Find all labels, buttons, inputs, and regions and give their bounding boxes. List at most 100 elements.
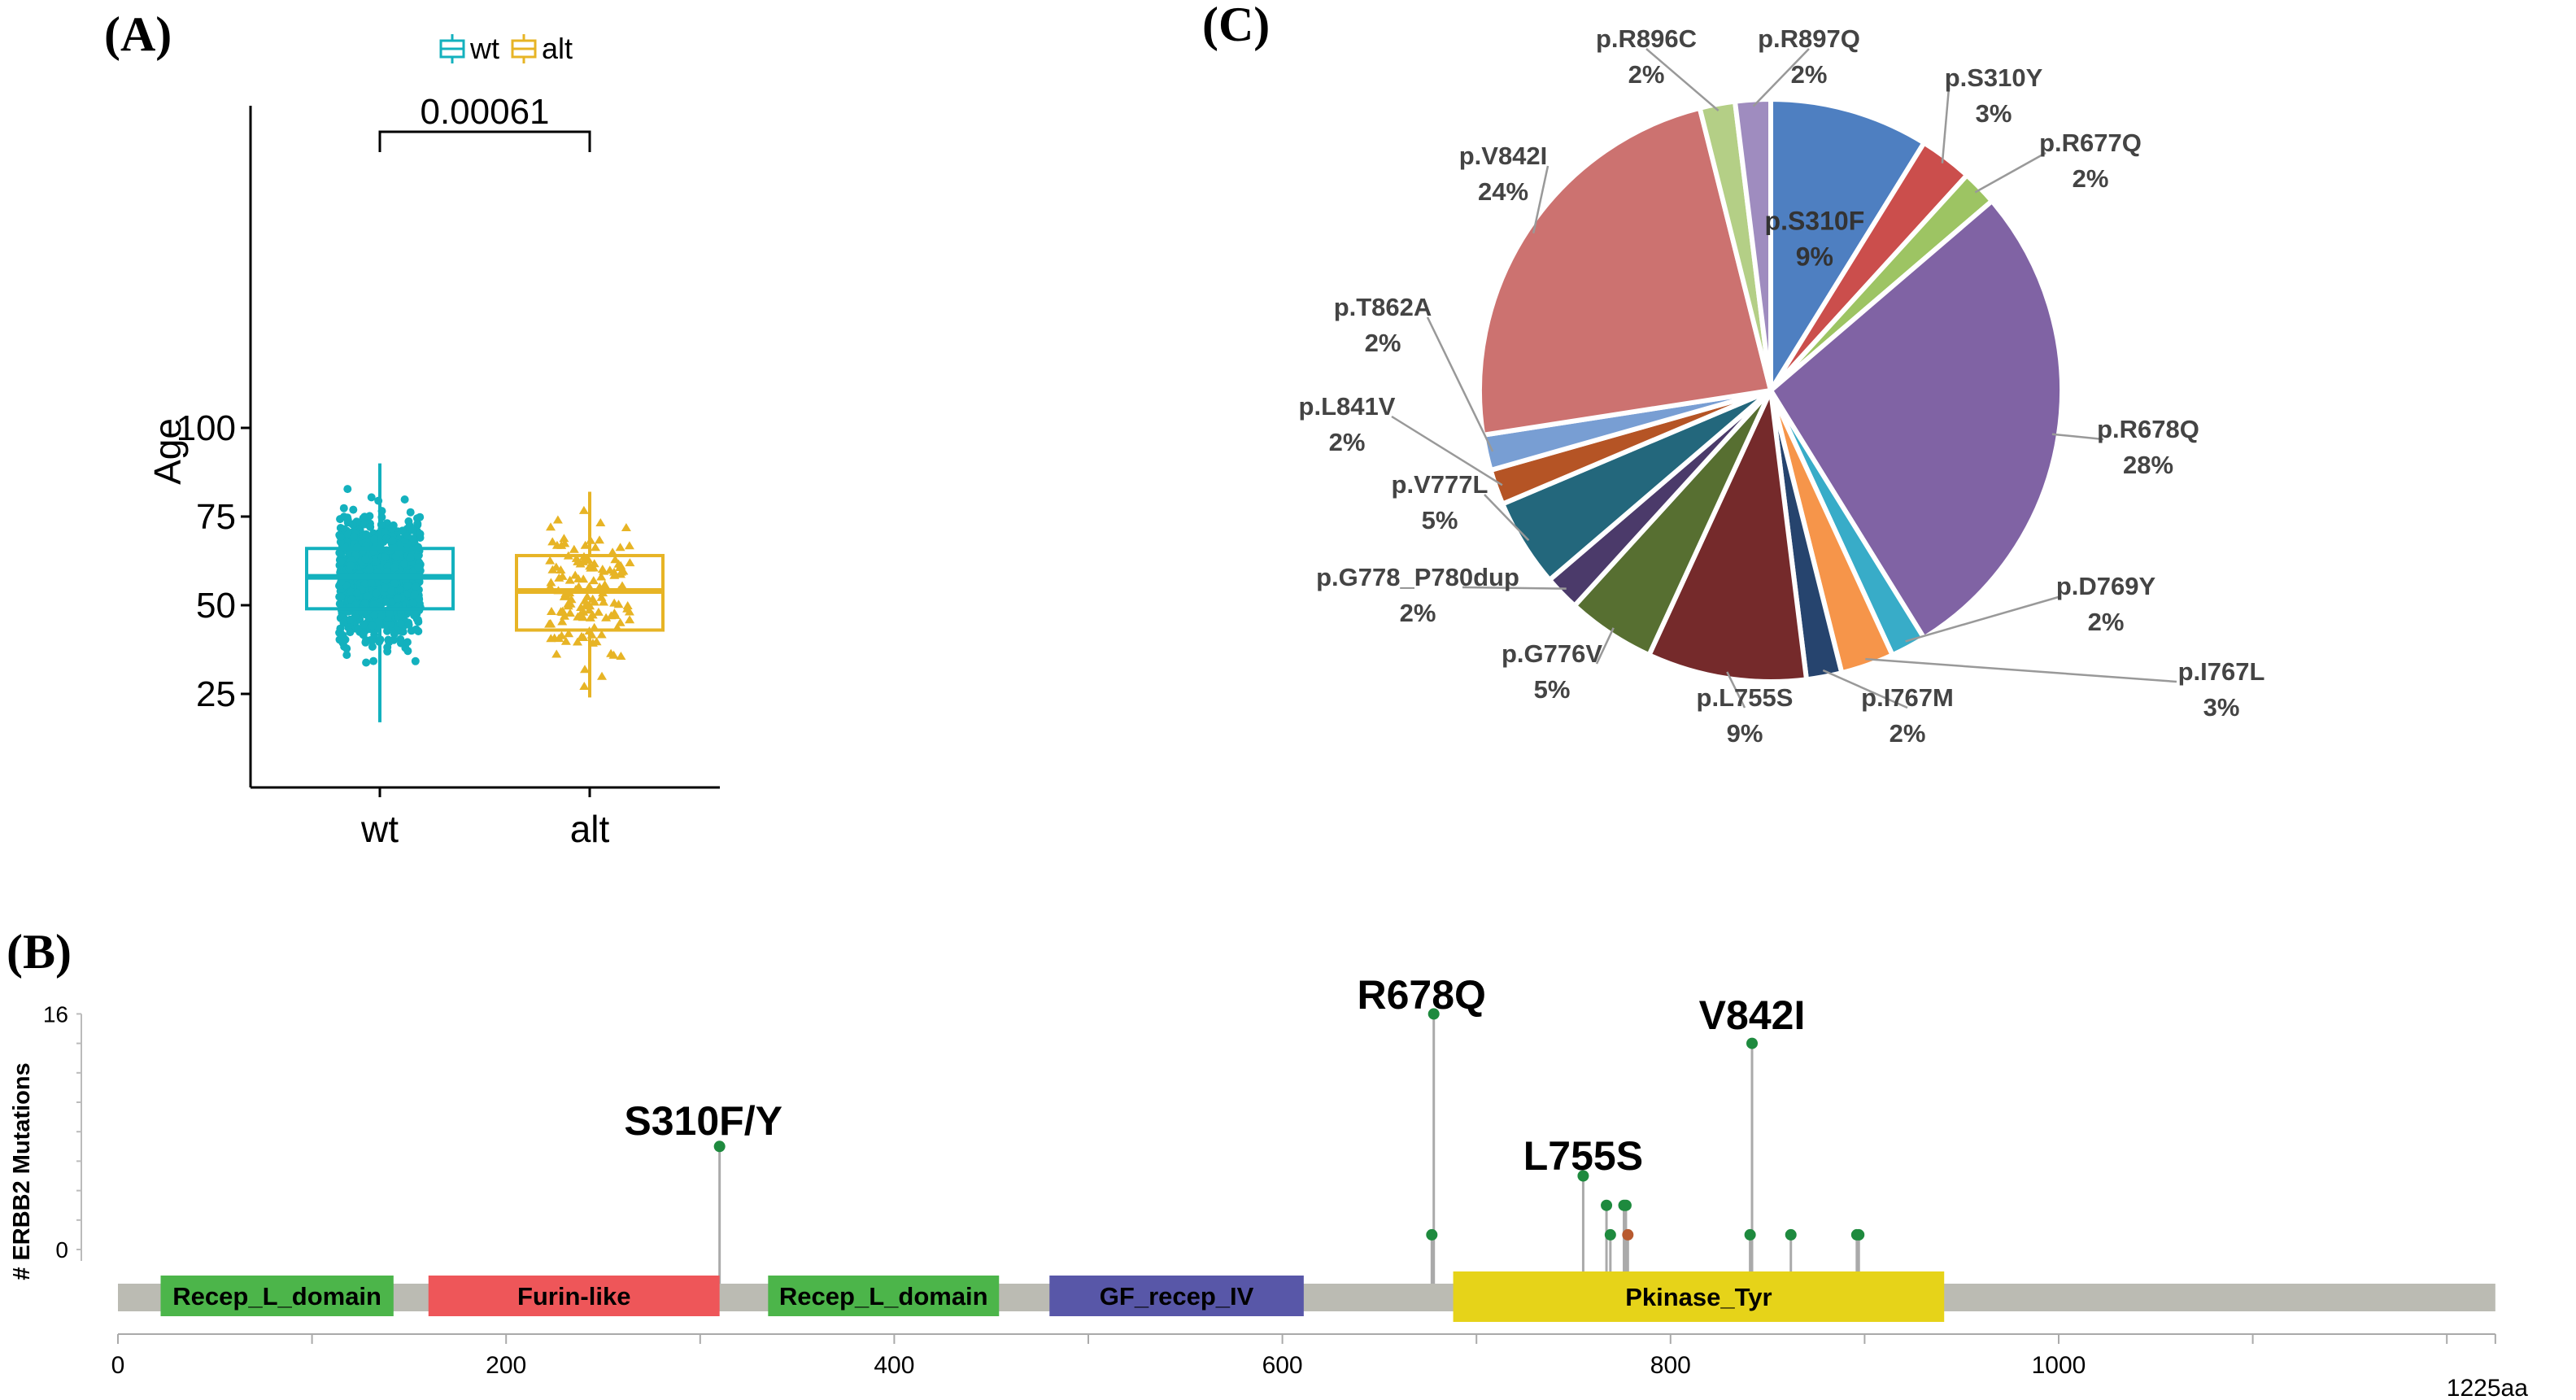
domain-label: GF_recep_IV: [1100, 1282, 1254, 1311]
annotation-s310f-y: S310F/Y: [624, 1098, 782, 1144]
jitter-point-alt: [625, 615, 635, 624]
domain-gf_recep_iv: [1049, 1276, 1304, 1316]
slice-label: p.R677Q: [2039, 129, 2142, 157]
leader-line: [1974, 151, 2046, 194]
jitter-point-wt: [361, 638, 370, 647]
leader-line: [1595, 627, 1615, 665]
jitter-point-alt: [579, 682, 590, 690]
jitter-point-alt: [596, 572, 607, 581]
jitter-point-alt: [576, 603, 586, 611]
slice-percent: 2%: [1329, 428, 1366, 456]
jitter-point-alt: [563, 599, 573, 608]
jitter-point-wt: [343, 485, 352, 494]
jitter-point-wt: [412, 582, 421, 591]
y-tick-label: 25: [196, 674, 236, 714]
jitter-point-alt: [595, 535, 604, 544]
jitter-point-alt: [546, 522, 556, 531]
jitter-point-alt: [545, 556, 556, 565]
slice-percent: 2%: [1400, 599, 1436, 627]
jitter-point-alt: [610, 555, 621, 564]
jitter-point-alt: [591, 543, 600, 552]
slice-label: p.R897Q: [1758, 24, 1860, 53]
lollipop-panel: # ERBB2 Mutations 16 0 Recep_L_domain Furi…: [9, 972, 2528, 1400]
jitter-point-alt: [551, 540, 562, 549]
jitter-point-wt: [367, 579, 376, 587]
mutation-head: [1577, 1170, 1589, 1182]
p-value-label: 0.00061: [420, 92, 549, 132]
jitter-point-wt: [360, 620, 368, 629]
jitter-point-wt: [381, 583, 390, 592]
jitter-point-alt: [557, 608, 568, 616]
jitter-point-alt: [622, 601, 633, 609]
jitter-point-alt: [573, 612, 583, 621]
x-tick-label: 600: [1262, 1352, 1303, 1379]
jitter-point-alt: [625, 558, 635, 567]
annotation-l755s: L755S: [1523, 1133, 1643, 1179]
jitter-point-wt: [399, 560, 408, 568]
slice-label: p.L841V: [1299, 392, 1396, 421]
slice-percent: 2%: [2088, 608, 2125, 636]
slice-percent: 5%: [1422, 506, 1458, 534]
leader-line: [2051, 433, 2104, 441]
jitter-point-wt: [408, 526, 417, 534]
jitter-point-alt: [551, 562, 561, 571]
mutation-head: [1622, 1228, 1634, 1241]
jitter-point-wt: [359, 630, 368, 639]
jitter-point-wt: [387, 587, 396, 595]
jitter-point-wt: [400, 495, 409, 504]
domain-pkinase_tyr: [1453, 1271, 1945, 1322]
leader-line: [1726, 671, 1746, 709]
leader-line: [1941, 87, 1951, 164]
jitter-point-alt: [609, 570, 620, 579]
jitter-point-wt: [352, 589, 361, 597]
jitter-point-wt: [411, 656, 420, 665]
mutation-head: [1426, 1228, 1438, 1241]
jitter-point-wt: [369, 611, 378, 619]
mutation-head: [1604, 1228, 1616, 1241]
jitter-point-wt: [365, 565, 374, 574]
slice-label: p.T862A: [1334, 293, 1432, 321]
jitter-point-alt: [545, 619, 556, 627]
jitter-point-alt: [616, 652, 626, 660]
jitter-point-wt: [343, 515, 352, 524]
jitter-point-wt: [368, 643, 377, 651]
lollipop-y-axis: 16 0: [43, 1001, 82, 1263]
jitter-point-alt: [580, 665, 590, 674]
jitter-point-alt: [564, 629, 574, 638]
bracket-line: [378, 130, 591, 152]
jitter-point-alt: [624, 541, 634, 550]
domain-label: Furin-like: [517, 1282, 631, 1311]
mutation-annotations: S310F/Y R678Q L755S V842I: [624, 972, 1805, 1179]
domain-furin-like: [428, 1276, 720, 1316]
jitter-point-wt: [381, 552, 390, 561]
jitter-point-wt: [416, 512, 425, 521]
jitter-point-wt: [337, 593, 346, 602]
jitter-point-alt: [557, 617, 568, 626]
jitter-point-alt: [583, 555, 594, 564]
pie-slice-v842i: [1477, 105, 1773, 438]
mutation-head: [1427, 1008, 1440, 1020]
jitter-point-wt: [335, 600, 344, 608]
pie-slice-r897q: [1733, 96, 1773, 393]
jitter-point-alt: [606, 611, 617, 620]
jitter-point-alt: [593, 607, 604, 616]
slice-percent: 24%: [1478, 177, 1528, 206]
jitter-point-alt: [599, 580, 610, 589]
jitter-point-alt: [559, 534, 569, 543]
leader-line: [1462, 586, 1567, 590]
jitter-point-alt: [556, 565, 566, 574]
slice-label: p.G776V: [1502, 639, 1602, 668]
jitter-point-alt: [618, 566, 629, 575]
jitter-point-wt: [339, 504, 348, 512]
jitter-point-alt: [595, 518, 606, 526]
panel-label-c: (C): [1202, 0, 1270, 51]
domain-label: Recep_L_domain: [779, 1282, 988, 1311]
x-tick-label: 200: [486, 1352, 526, 1379]
jitter-point-alt: [552, 515, 563, 524]
y-tick-label-max: 16: [43, 1001, 68, 1027]
slice-label: p.D769Y: [2056, 572, 2156, 600]
x-tick-label: 800: [1650, 1352, 1691, 1379]
jitter-point-wt: [406, 508, 415, 517]
jitter-point-alt: [580, 595, 591, 604]
